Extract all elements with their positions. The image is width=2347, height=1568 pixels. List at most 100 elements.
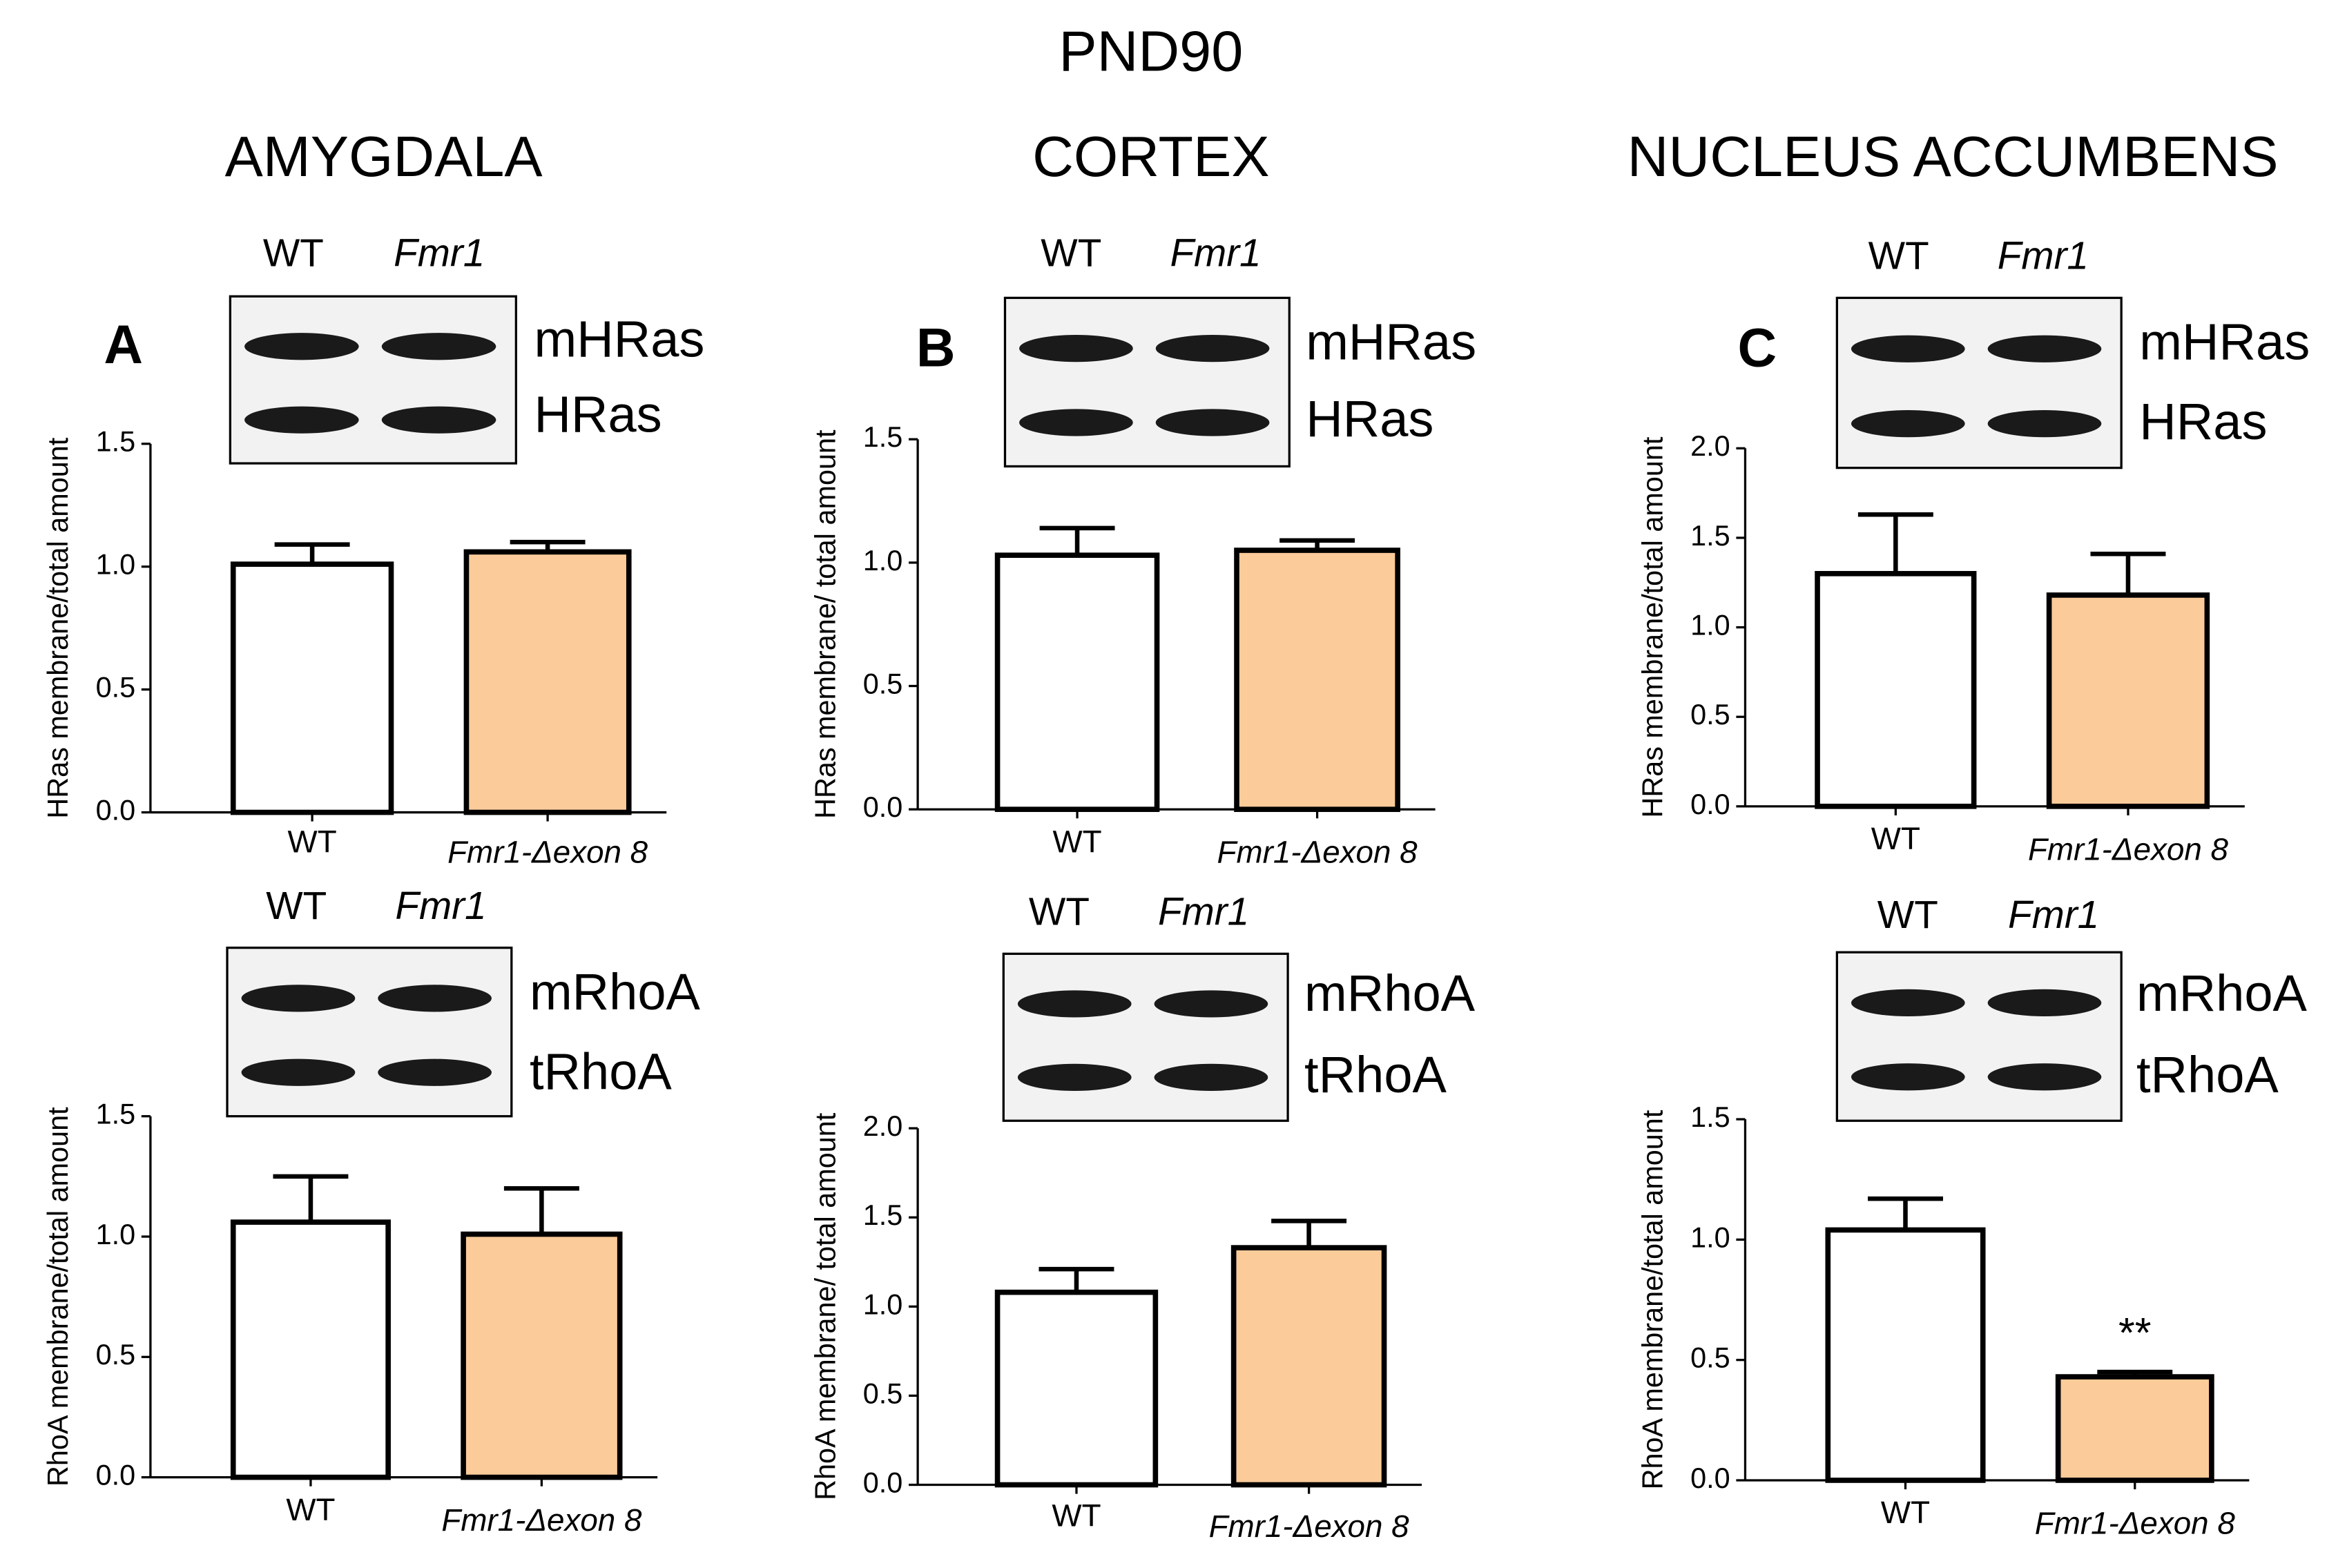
blot-band xyxy=(1851,989,1965,1017)
y-tick-label: 1.0 xyxy=(1690,610,1730,641)
lane-label: Fmr1 xyxy=(395,884,486,928)
blot-band xyxy=(1019,335,1133,362)
y-tick-label: 1.5 xyxy=(863,1199,903,1231)
bar xyxy=(2046,592,2210,809)
blot-band xyxy=(1851,409,1965,438)
blot-band xyxy=(1154,990,1268,1018)
bar xyxy=(461,1231,623,1480)
y-tick-label: 0.5 xyxy=(96,672,136,704)
y-tick-label: 0.0 xyxy=(96,1460,136,1491)
lane-label: WT xyxy=(266,884,327,928)
blot-row-label: mRhoA xyxy=(2136,965,2308,1022)
lane-label: Fmr1 xyxy=(1158,891,1249,934)
x-tick-label: WT xyxy=(288,824,337,859)
region-title: NUCLEUS ACCUMBENS xyxy=(1628,124,2279,188)
y-tick-label: 0.5 xyxy=(863,1377,903,1409)
blot-row-label: HRas xyxy=(534,385,661,443)
y-tick-label: 1.0 xyxy=(96,1219,136,1250)
lane-label: Fmr1 xyxy=(2008,893,2099,937)
blot-frame xyxy=(226,947,513,1118)
blot-row-label: mHRas xyxy=(534,310,704,367)
bar xyxy=(230,1219,391,1480)
y-tick-label: 0.0 xyxy=(863,1467,903,1498)
region-title: AMYGDALA xyxy=(225,124,543,188)
y-tick-label: 1.0 xyxy=(863,1288,903,1320)
y-tick-label: 0.5 xyxy=(863,668,903,699)
blot-band xyxy=(1155,409,1270,436)
blot-row-label: mRhoA xyxy=(1304,965,1476,1022)
figure-title: PND90 xyxy=(1059,19,1243,83)
x-tick-label: WT xyxy=(1052,1498,1101,1533)
blot-band xyxy=(1987,409,2102,438)
lane-label: WT xyxy=(263,231,324,275)
y-tick-label: 1.5 xyxy=(96,1098,136,1130)
panel-letter: C xyxy=(1738,318,1777,378)
x-tick-label: Fmr1-Δexon 8 xyxy=(441,1502,642,1538)
blot-band xyxy=(1851,335,1965,362)
x-tick-label: Fmr1-Δexon 8 xyxy=(1209,1509,1410,1544)
y-tick-label: 0.0 xyxy=(96,795,136,826)
blot-row-label: mHRas xyxy=(2139,313,2310,371)
bar xyxy=(994,552,1160,813)
blot-frame xyxy=(1003,296,1291,468)
blot-frame xyxy=(1002,952,1289,1122)
blot-frame xyxy=(1835,296,2123,470)
y-axis-label: RhoA membrane/total amount xyxy=(1637,1110,1669,1489)
x-tick-label: WT xyxy=(1871,821,1920,856)
y-axis-label: HRas membrane/total amount xyxy=(1637,436,1669,817)
blot-row-label: tRhoA xyxy=(1304,1046,1447,1103)
y-tick-label: 2.0 xyxy=(1690,430,1730,462)
blot-row-label: mHRas xyxy=(1306,313,1476,371)
blot-band xyxy=(244,333,359,360)
x-tick-label: Fmr1-Δexon 8 xyxy=(2028,831,2229,867)
y-axis-label: HRas membrane/ total amount xyxy=(809,429,841,819)
bar xyxy=(463,549,632,815)
blot-row-label: HRas xyxy=(1306,390,1433,447)
bar xyxy=(994,1289,1159,1488)
y-tick-label: 1.0 xyxy=(1690,1221,1730,1253)
x-tick-label: WT xyxy=(286,1492,335,1527)
region-title: CORTEX xyxy=(1032,124,1269,188)
blot-band xyxy=(1851,1063,1965,1091)
lane-label: WT xyxy=(1029,891,1090,934)
blot-band xyxy=(244,406,359,434)
bar xyxy=(2055,1374,2214,1483)
x-tick-label: Fmr1-Δexon 8 xyxy=(2035,1505,2236,1540)
bar xyxy=(1234,548,1400,813)
blot-band xyxy=(381,333,496,360)
bar xyxy=(1815,570,1977,809)
blot-row-label: tRhoA xyxy=(530,1043,672,1100)
y-tick-label: 1.0 xyxy=(863,545,903,577)
y-tick-label: 0.0 xyxy=(1690,788,1730,820)
blot-band xyxy=(1987,1063,2102,1091)
blot-band xyxy=(1155,335,1270,362)
blot-frame xyxy=(229,295,517,465)
y-tick-label: 0.5 xyxy=(96,1339,136,1371)
y-tick-label: 1.0 xyxy=(96,549,136,581)
x-tick-label: WT xyxy=(1881,1495,1930,1530)
blot-band xyxy=(1154,1063,1268,1091)
y-axis-label: HRas membrane/total amount xyxy=(42,437,74,818)
lane-label: WT xyxy=(1041,231,1101,275)
y-axis-label: RhoA membrane/total amount xyxy=(42,1107,74,1487)
y-tick-label: 0.0 xyxy=(863,791,903,823)
y-tick-label: 0.5 xyxy=(1690,699,1730,730)
x-tick-label: Fmr1-Δexon 8 xyxy=(1217,835,1418,870)
lane-label: WT xyxy=(1877,893,1938,937)
y-tick-label: 1.5 xyxy=(1690,520,1730,552)
lane-label: Fmr1 xyxy=(1998,235,2089,278)
lane-label: Fmr1 xyxy=(394,231,485,275)
blot-band xyxy=(1987,989,2102,1017)
blot-band xyxy=(1019,409,1133,436)
blot-band xyxy=(378,1058,492,1086)
y-tick-label: 0.5 xyxy=(1690,1342,1730,1374)
blot-band xyxy=(1017,1063,1132,1091)
panel-letter: A xyxy=(104,314,143,375)
bar xyxy=(230,561,394,815)
lane-label: Fmr1 xyxy=(1170,231,1261,275)
y-tick-label: 1.5 xyxy=(96,426,136,458)
blot-band xyxy=(1987,335,2102,362)
y-tick-label: 1.5 xyxy=(863,421,903,453)
x-tick-label: WT xyxy=(1052,824,1101,859)
